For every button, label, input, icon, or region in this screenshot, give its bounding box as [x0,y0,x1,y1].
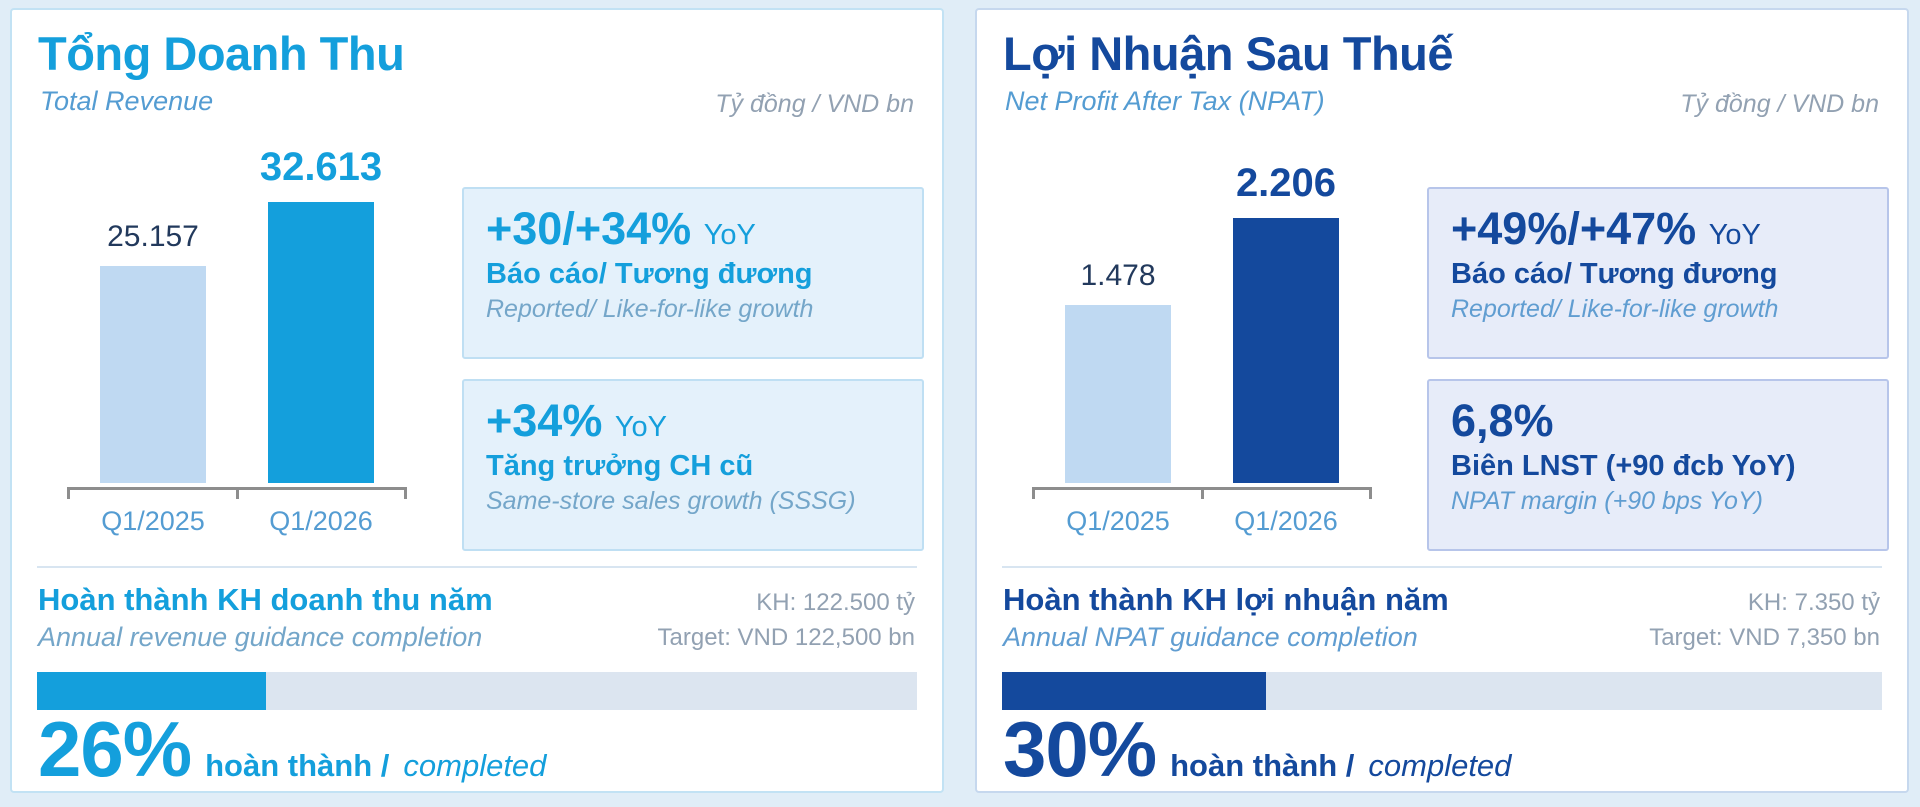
kpi-line-vi: Biên LNST (+90 đcb YoY) [1451,449,1796,482]
completion-label-en: completed [1368,748,1512,783]
completion-row: 26% hoàn thành / completed [38,705,547,793]
bar-q1-2025 [100,266,206,483]
section-divider [37,566,917,568]
kpi-line-en: NPAT margin (+90 bps YoY) [1451,486,1763,515]
guidance-title-en: Annual NPAT guidance completion [1003,622,1418,652]
kpi-headline: +34% YoY [486,395,668,446]
panel-subtitle: Net Profit After Tax (NPAT) [1005,86,1325,116]
npat-panel: Lợi Nhuận Sau Thuế Net Profit After Tax … [975,8,1909,793]
bar-q1-2026 [268,202,374,483]
section-divider [1002,566,1882,568]
axis-tick [236,487,239,499]
kpi-box-yoy-growth: +49%/+47% YoY Báo cáo/ Tương đương Repor… [1427,187,1889,359]
bar-q1-2025 [1065,305,1171,483]
progress-fill [1002,672,1266,710]
axis-tick [1369,487,1372,499]
kpi-suffix: YoY [1708,219,1761,251]
guidance-target-vi: KH: 7.350 tỷ [1747,589,1880,616]
bar-value-label: 2.206 [1235,161,1337,205]
guidance-title-en: Annual revenue guidance completion [38,622,483,652]
completion-percent: 30% [1003,705,1157,793]
axis-tick [404,487,407,499]
kpi-suffix: YoY [614,411,668,443]
kpi-headline: +30/+34% YoY [486,203,756,254]
category-label: Q1/2026 [1234,506,1338,536]
guidance-target: KH: 122.500 tỷ Target: VND 122,500 bn [658,586,916,656]
guidance-target-en: Target: VND 122,500 bn [657,623,916,651]
progress-fill [37,672,266,710]
category-label: Q1/2025 [1066,506,1170,536]
guidance-target-vi: KH: 122.500 tỷ [756,589,915,616]
guidance-title-vi: Hoàn thành KH lợi nhuận năm [1003,582,1449,617]
category-label: Q1/2026 [269,506,373,536]
guidance-target: KH: 7.350 tỷ Target: VND 7,350 bn [1649,586,1880,656]
kpi-line-en: Same-store sales growth (SSSG) [486,486,856,515]
completion-label-vi: hoàn thành / [1170,748,1355,783]
kpi-suffix: YoY [703,219,756,251]
axis-tick [1032,487,1035,499]
bar-value-label: 1.478 [1080,259,1156,292]
completion-label-vi: hoàn thành / [205,748,390,783]
progress-bar [37,672,917,710]
unit-label: Tỷ đồng / VND bn [715,90,914,118]
completion-label-en: completed [403,748,547,783]
axis-tick [1201,487,1204,499]
kpi-line-vi: Tăng trưởng CH cũ [486,449,754,482]
unit-label: Tỷ đồng / VND bn [1680,90,1879,118]
guidance-target-en: Target: VND 7,350 bn [1649,623,1880,651]
page-title: Lợi Nhuận Sau Thuế [1003,27,1454,80]
revenue-panel: Tổng Doanh Thu Total Revenue Tỷ đồng / V… [10,8,944,793]
progress-bar [1002,672,1882,710]
axis-tick [67,487,70,499]
kpi-line-en: Reported/ Like-for-like growth [486,294,814,323]
kpi-line-vi: Báo cáo/ Tương đương [486,257,813,290]
bar-q1-2026 [1233,218,1339,483]
bar-value-label: 32.613 [259,145,383,189]
panel-subtitle: Total Revenue [40,86,214,116]
kpi-line-vi: Báo cáo/ Tương đương [1451,257,1778,290]
kpi-box-npat-margin: 6,8% Biên LNST (+90 đcb YoY) NPAT margin… [1427,379,1889,551]
kpi-box-sssg: +34% YoY Tăng trưởng CH cũ Same-store sa… [462,379,924,551]
page-title: Tổng Doanh Thu [38,27,405,80]
bar-value-label: 25.157 [107,220,199,253]
kpi-headline: 6,8% [1451,395,1554,446]
kpi-headline: +49%/+47% YoY [1451,203,1761,254]
guidance-title-vi: Hoàn thành KH doanh thu năm [38,582,493,617]
completion-percent: 26% [38,705,192,793]
kpi-line-en: Reported/ Like-for-like growth [1451,294,1779,323]
category-label: Q1/2025 [101,506,205,536]
completion-row: 30% hoàn thành / completed [1003,705,1512,793]
kpi-box-yoy-growth: +30/+34% YoY Báo cáo/ Tương đương Report… [462,187,924,359]
